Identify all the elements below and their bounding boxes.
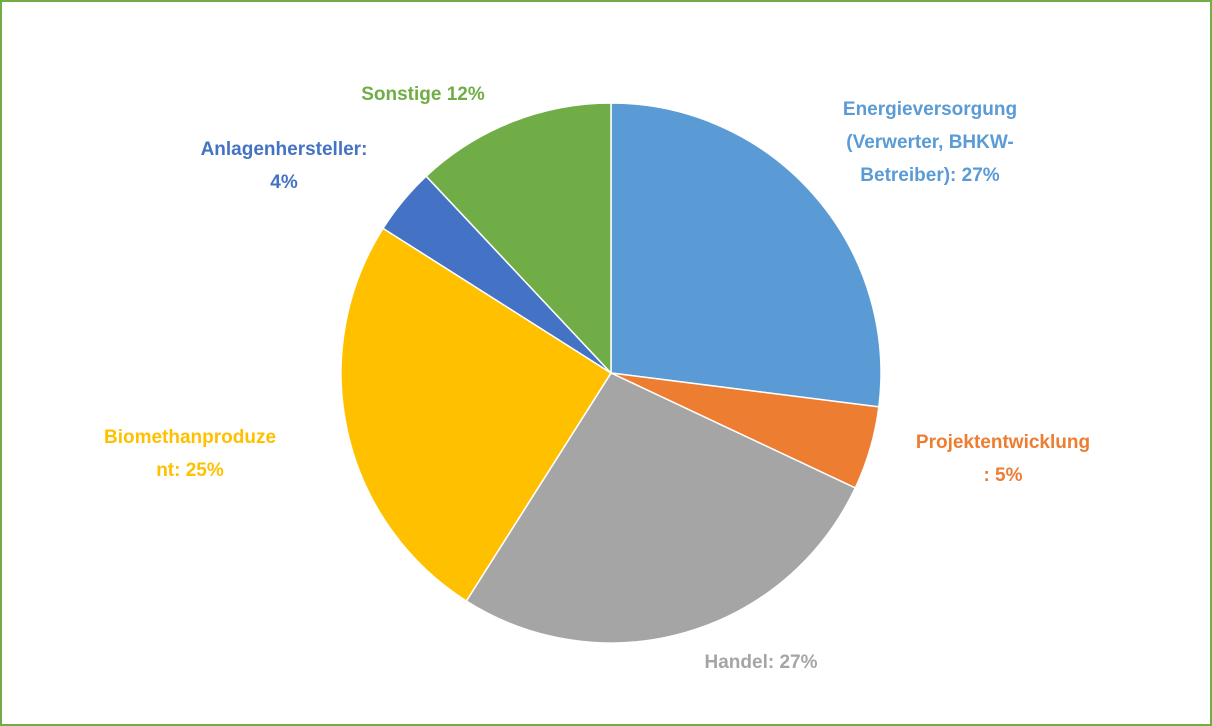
pie-slice xyxy=(465,372,857,644)
pie-slice xyxy=(340,227,613,603)
data-label: 4% xyxy=(270,172,298,193)
data-label: Handel: 27% xyxy=(705,652,818,673)
pie-slice xyxy=(610,102,882,408)
data-label: Projektentwicklung xyxy=(916,432,1090,453)
data-label: Energieversorgung xyxy=(843,99,1017,120)
data-label: Anlagenhersteller: xyxy=(201,139,368,160)
data-label: : 5% xyxy=(983,465,1022,486)
data-label: nt: 25% xyxy=(156,460,224,481)
data-label: Biomethanproduze xyxy=(104,427,276,448)
pie-slice xyxy=(425,102,612,375)
data-label: Sonstige 12% xyxy=(361,84,485,105)
data-label: (Verwerter, BHKW- xyxy=(846,132,1014,153)
data-label: Betreiber): 27% xyxy=(860,165,999,186)
